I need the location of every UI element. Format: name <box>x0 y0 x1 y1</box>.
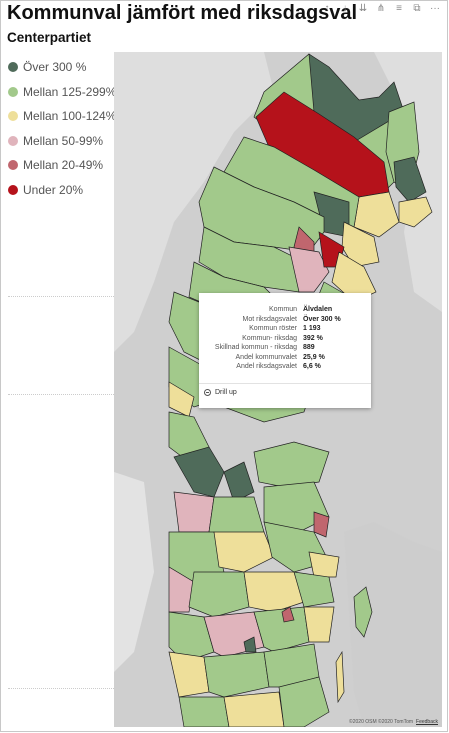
sweden-map <box>114 52 442 727</box>
tooltip-row: Andel riksdagsvalet 6,6 % <box>205 362 365 372</box>
finland-land <box>374 52 442 312</box>
grid-line <box>8 296 114 297</box>
region-kronoberg[interactable] <box>223 691 285 727</box>
map-tooltip: Kommun Älvdalen Mot riksdagsvalet Över 300… <box>199 293 371 408</box>
region-oland[interactable] <box>335 650 345 704</box>
legend-label: Mellan 20-49% <box>23 158 104 173</box>
attribution-text: ©2020 OSM ©2020 TomTom <box>349 719 414 725</box>
region-sodermanland[interactable] <box>303 606 335 643</box>
visual-toolbar: ↑ ↓ ⇊ ⋔ ≡ ⧉ ··· <box>321 3 441 15</box>
tooltip-label: Kommun <box>268 306 297 313</box>
tooltip-label: Mot riksdagsvalet <box>242 315 297 323</box>
filter-icon[interactable]: ≡ <box>396 3 402 14</box>
region-malung[interactable] <box>173 491 215 533</box>
region-halland[interactable] <box>178 696 230 727</box>
drill-up-button[interactable]: Drill up <box>204 389 237 396</box>
baltic-sea <box>344 522 442 727</box>
drill-down-icon[interactable]: ↓ <box>342 3 348 14</box>
legend-item[interactable]: Över 300 % <box>8 55 116 80</box>
region-norrtalje[interactable] <box>308 551 340 578</box>
legend-dot <box>8 135 18 146</box>
region-ljusdal[interactable] <box>253 441 330 488</box>
pin-icon[interactable]: ↑ <box>324 3 330 14</box>
legend-item[interactable]: Under 20% <box>8 178 116 203</box>
legend-item[interactable]: Mellan 100-124% <box>8 104 116 129</box>
tooltip-separator <box>199 383 371 384</box>
drill-up-icon <box>204 389 211 396</box>
norway-land <box>114 52 274 352</box>
legend-label: Mellan 100-124% <box>23 109 117 124</box>
legend-dot <box>8 184 18 195</box>
region-pitea[interactable] <box>341 221 380 268</box>
page-title: Kommunval jämfört med riksdagsval <box>7 2 358 24</box>
tooltip-value: Älvdalen <box>303 306 333 313</box>
legend-label: Mellan 125-299% <box>23 84 117 99</box>
tooltip-row: Mot riksdagsvalet Över 300 % <box>205 315 365 325</box>
region-ostergotland[interactable] <box>253 606 310 653</box>
legend-label: Under 20% <box>23 182 84 197</box>
region-vasteras[interactable] <box>243 571 305 613</box>
expand-icon[interactable]: ⇊ <box>358 3 368 14</box>
tooltip-rows: Kommun Älvdalen Mot riksdagsvalet Över 300… <box>199 293 371 372</box>
region-gotland[interactable] <box>353 586 373 638</box>
tooltip-value: 6,6 % <box>303 363 321 370</box>
legend-label: Mellan 50-99% <box>23 133 104 148</box>
tooltip-value: 889 <box>303 344 315 351</box>
legend-dot <box>8 111 18 122</box>
legend-label: Över 300 % <box>23 60 87 75</box>
region-jonkoping[interactable] <box>203 651 270 698</box>
tooltip-label: Kommun- riksdag <box>242 334 297 342</box>
grid-line <box>8 688 114 689</box>
tooltip-label: Skillnad kommun - riksdag <box>214 344 297 351</box>
tooltip-value: Över 300 % <box>303 315 341 323</box>
page-subtitle: Centerpartiet <box>7 30 92 45</box>
focus-icon[interactable]: ⧉ <box>413 3 421 14</box>
tooltip-row: Kommun- riksdag 392 % <box>205 334 365 344</box>
tooltip-row: Skillnad kommun - riksdag 889 <box>205 343 365 353</box>
tooltip-row: Andel kommunvalet 25,9 % <box>205 353 365 363</box>
map-attribution: ©2020 OSM ©2020 TomTom Feedback <box>349 719 438 725</box>
region-small-red[interactable] <box>281 606 295 623</box>
region-lycksele[interactable] <box>288 246 330 293</box>
tooltip-row: Kommun röster 1 193 <box>205 324 365 334</box>
legend-item[interactable]: Mellan 125-299% <box>8 80 116 105</box>
drill-icon[interactable]: ⋔ <box>376 3 386 14</box>
region-karlstad[interactable] <box>213 531 275 573</box>
drill-up-label: Drill up <box>215 389 237 396</box>
region-arjang[interactable] <box>168 566 195 613</box>
norway-south <box>114 472 154 672</box>
tooltip-label: Andel riksdagsvalet <box>236 363 297 370</box>
tooltip-label: Andel kommunvalet <box>235 353 297 361</box>
region-alvdalen[interactable] <box>173 446 225 498</box>
region-mora[interactable] <box>223 461 255 503</box>
tooltip-label: Kommun röster <box>249 325 297 332</box>
feedback-link[interactable]: Feedback <box>416 719 438 725</box>
region-haparanda[interactable] <box>398 196 433 228</box>
legend: Över 300 % Mellan 125-299% Mellan 100-12… <box>8 55 116 202</box>
map-canvas[interactable]: ©2020 OSM ©2020 TomTom Feedback <box>114 52 442 727</box>
tooltip-value: 25,9 % <box>303 353 325 361</box>
legend-item[interactable]: Mellan 20-49% <box>8 153 116 178</box>
tooltip-value: 1 193 <box>303 325 321 332</box>
region-overtornea[interactable] <box>393 156 427 203</box>
legend-dot <box>8 160 18 171</box>
legend-dot <box>8 62 18 73</box>
region-orebro[interactable] <box>188 571 250 618</box>
tooltip-value: 392 % <box>303 334 323 342</box>
grid-line <box>8 394 114 395</box>
tooltip-row: Kommun Älvdalen <box>205 305 365 315</box>
legend-item[interactable]: Mellan 50-99% <box>8 129 116 154</box>
region-small-dark[interactable] <box>243 636 257 653</box>
region-stockholm[interactable] <box>293 571 335 608</box>
region-blekinge[interactable] <box>278 676 330 727</box>
more-icon[interactable]: ··· <box>430 3 440 14</box>
legend-dot <box>8 86 18 97</box>
region-alvkarleby[interactable] <box>313 511 330 538</box>
